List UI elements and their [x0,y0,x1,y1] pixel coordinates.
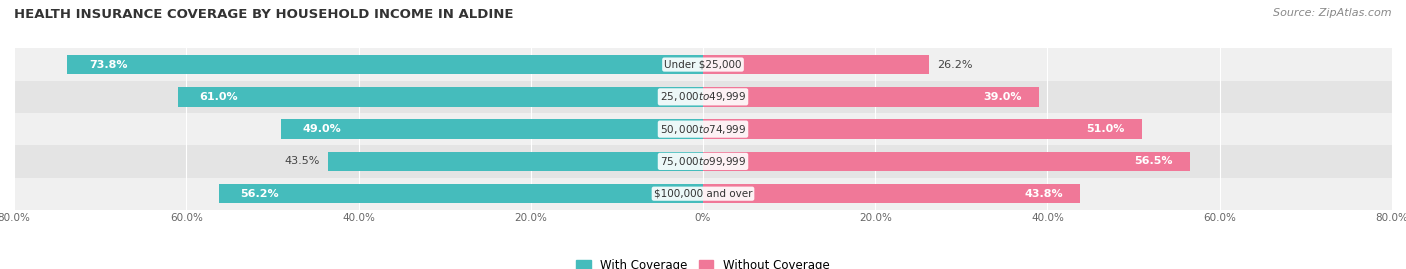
Text: $100,000 and over: $100,000 and over [654,189,752,199]
Text: 61.0%: 61.0% [200,92,238,102]
Text: 56.2%: 56.2% [240,189,280,199]
Bar [14,145,1392,178]
Bar [703,87,1039,107]
Bar [14,113,1392,145]
Text: 43.8%: 43.8% [1025,189,1063,199]
Bar [14,48,1392,81]
Bar [703,119,1142,139]
Text: 51.0%: 51.0% [1087,124,1125,134]
Text: 26.2%: 26.2% [938,59,973,70]
Bar [177,87,703,107]
Text: Source: ZipAtlas.com: Source: ZipAtlas.com [1274,8,1392,18]
Text: Under $25,000: Under $25,000 [664,59,742,70]
Bar [281,119,703,139]
Text: $75,000 to $99,999: $75,000 to $99,999 [659,155,747,168]
Bar [14,178,1392,210]
Text: HEALTH INSURANCE COVERAGE BY HOUSEHOLD INCOME IN ALDINE: HEALTH INSURANCE COVERAGE BY HOUSEHOLD I… [14,8,513,21]
Text: 73.8%: 73.8% [89,59,128,70]
Text: 49.0%: 49.0% [302,124,342,134]
Legend: With Coverage, Without Coverage: With Coverage, Without Coverage [572,254,834,269]
Text: 56.5%: 56.5% [1133,156,1173,167]
Bar [703,184,1080,203]
Bar [67,55,703,74]
Text: $50,000 to $74,999: $50,000 to $74,999 [659,123,747,136]
Text: 39.0%: 39.0% [983,92,1022,102]
Bar [14,81,1392,113]
Text: 43.5%: 43.5% [284,156,319,167]
Bar [703,152,1189,171]
Bar [703,55,928,74]
Bar [329,152,703,171]
Text: $25,000 to $49,999: $25,000 to $49,999 [659,90,747,103]
Bar [219,184,703,203]
